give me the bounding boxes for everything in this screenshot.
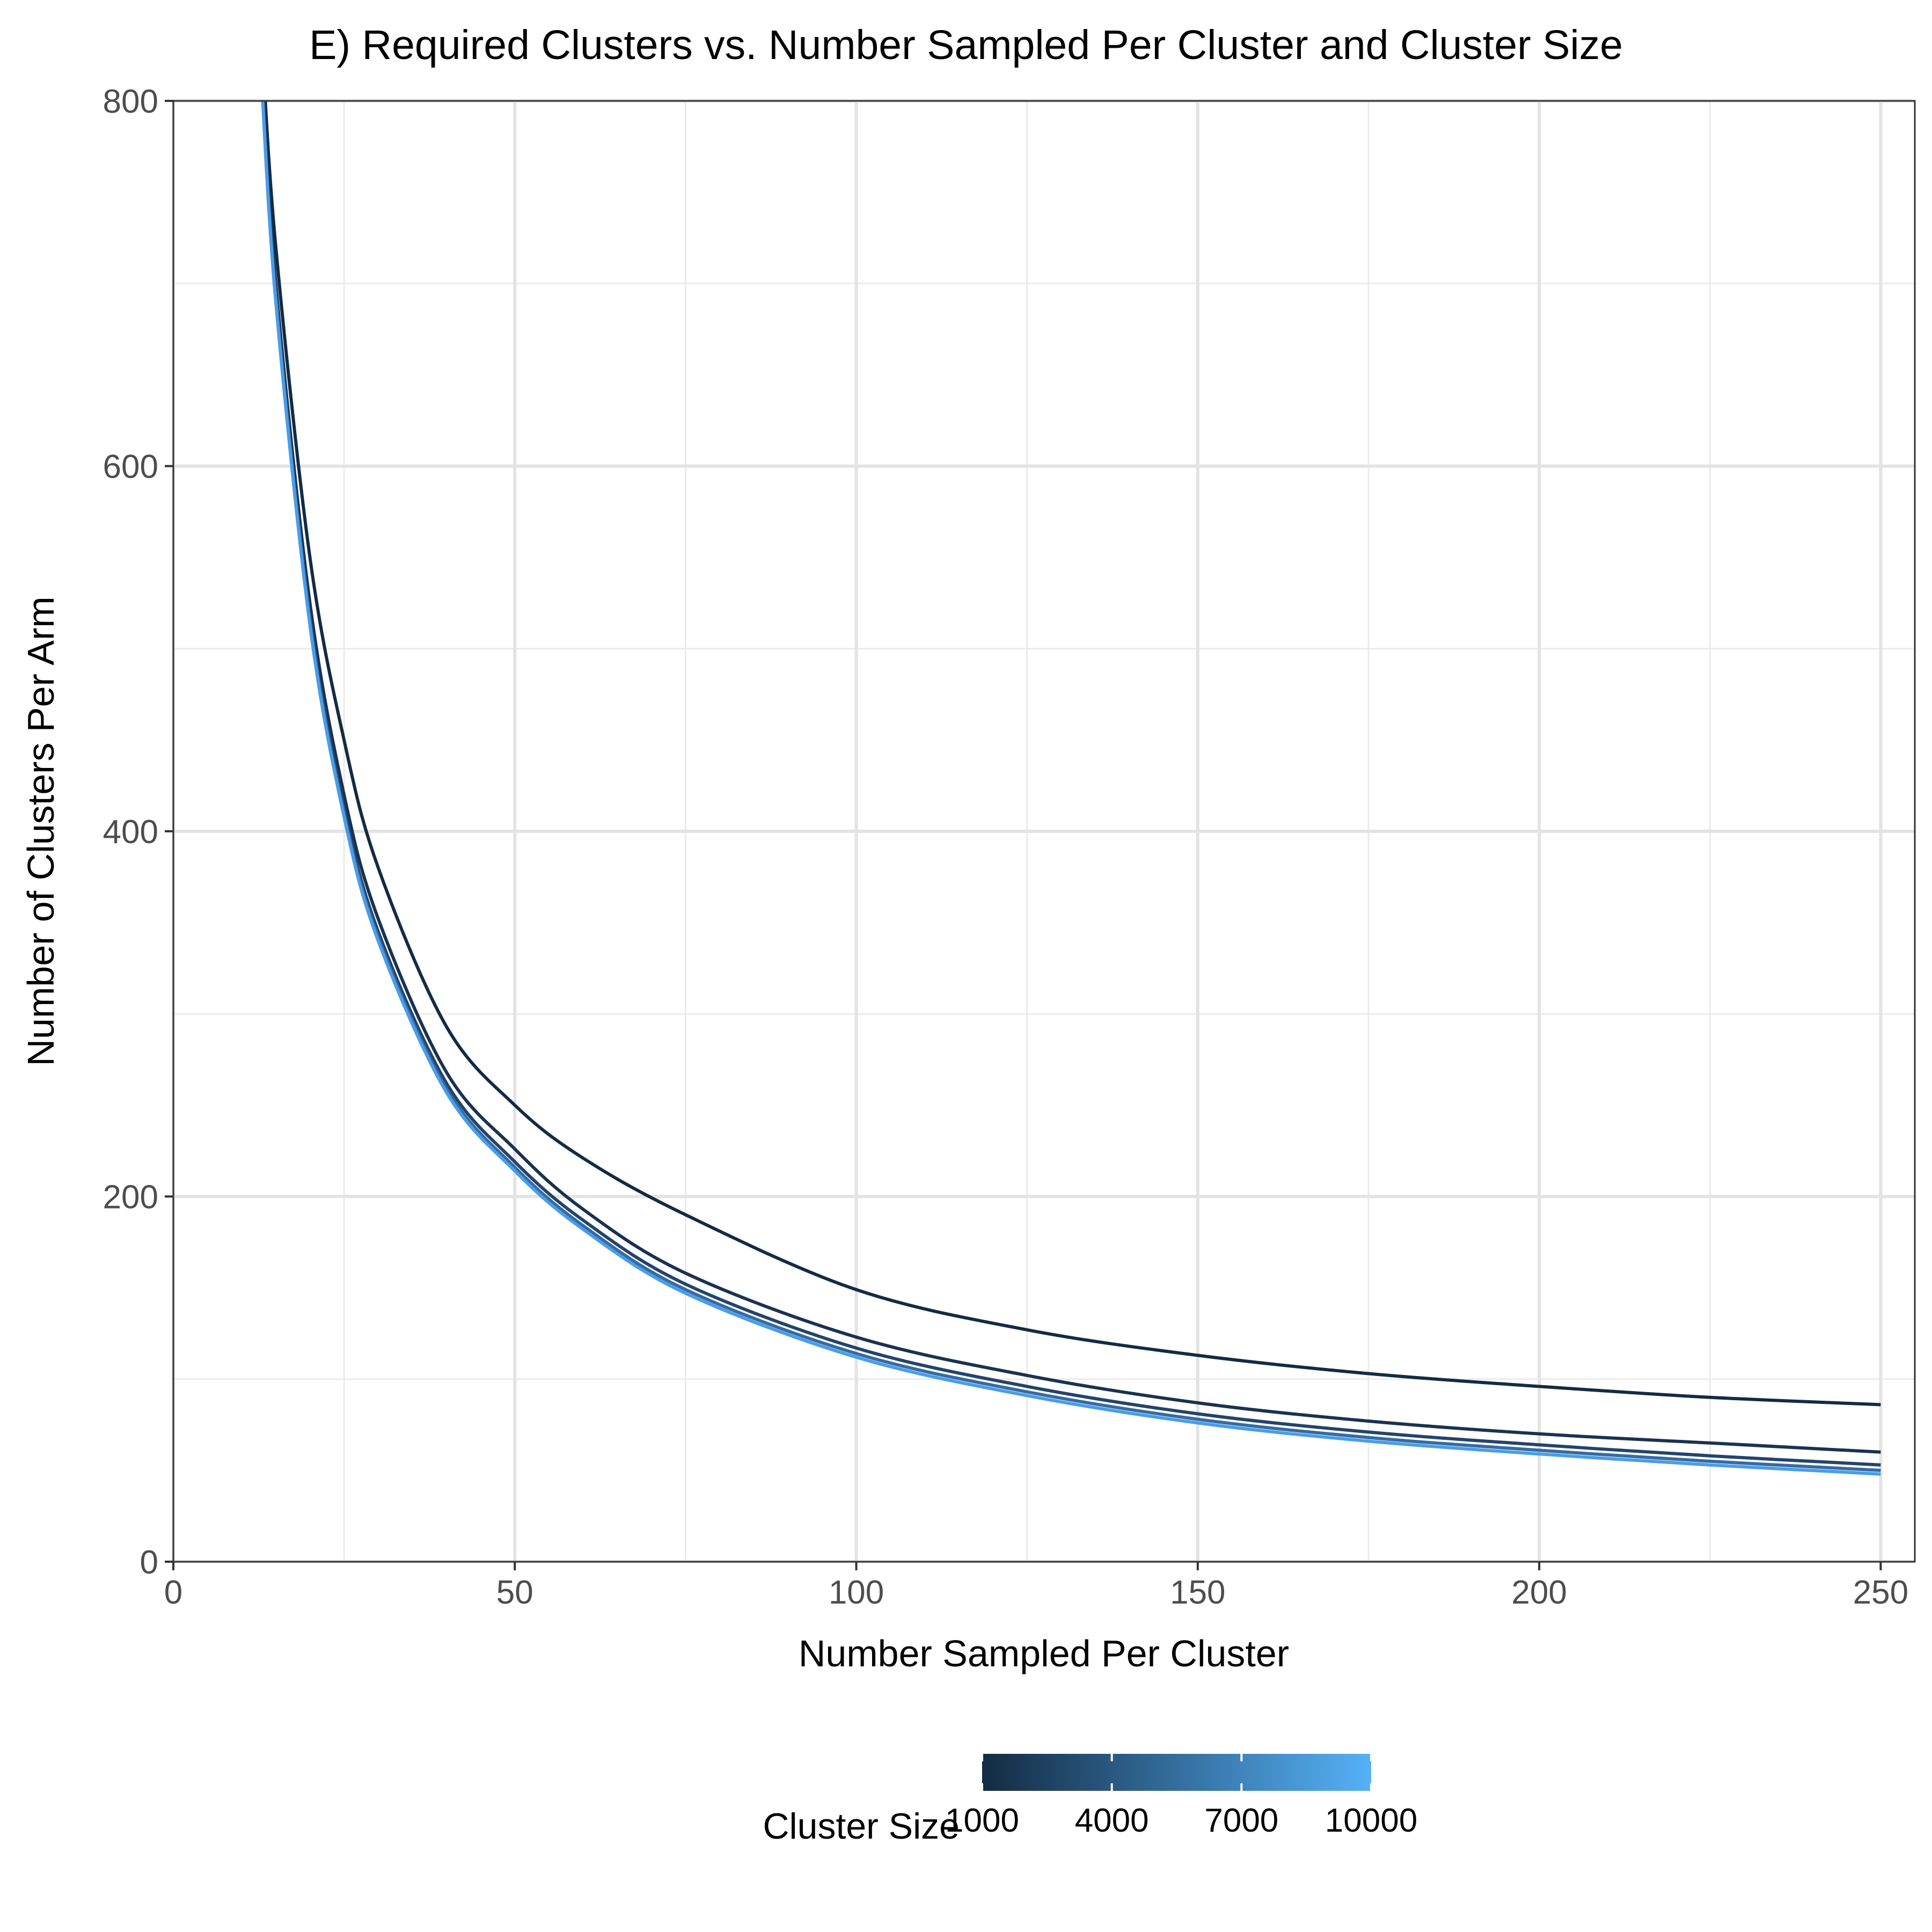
axes: 0 50 100 150 200 250 0 200 400 600 800 — [103, 83, 1909, 1611]
legend: Cluster Size 1000 4000 7000 10000 — [763, 1754, 1417, 1847]
y-tick-label: 200 — [103, 1179, 158, 1216]
x-tick-label: 100 — [829, 1574, 884, 1611]
legend-break-label: 7000 — [1204, 1802, 1278, 1839]
x-tick-label: 0 — [164, 1574, 182, 1611]
series-line-7000 — [261, 101, 1881, 1472]
y-axis-label: Number of Clusters Per Arm — [20, 596, 62, 1066]
y-tick-label: 600 — [103, 449, 158, 486]
legend-break-label: 4000 — [1075, 1802, 1149, 1839]
x-tick-label: 250 — [1853, 1574, 1908, 1611]
series-line-10000 — [261, 101, 1881, 1476]
series-line-1000 — [264, 101, 1881, 1407]
chart-title: E) Required Clusters vs. Number Sampled … — [309, 22, 1623, 68]
x-tick-label: 150 — [1170, 1574, 1225, 1611]
legend-title: Cluster Size — [763, 1806, 960, 1847]
legend-colorbar — [982, 1754, 1371, 1791]
series-lines — [261, 101, 1881, 1476]
x-tick-label: 50 — [496, 1574, 533, 1611]
series-line-4000 — [261, 101, 1881, 1467]
legend-break-label: 1000 — [945, 1802, 1019, 1839]
series-line-2000 — [262, 101, 1881, 1454]
legend-break-label: 10000 — [1325, 1802, 1417, 1839]
y-tick-label: 0 — [140, 1544, 158, 1581]
x-axis-label: Number Sampled Per Cluster — [799, 1633, 1289, 1674]
y-tick-label: 800 — [103, 83, 158, 120]
y-tick-label: 400 — [103, 814, 158, 851]
x-tick-label: 200 — [1511, 1574, 1567, 1611]
grid — [172, 99, 1915, 1563]
